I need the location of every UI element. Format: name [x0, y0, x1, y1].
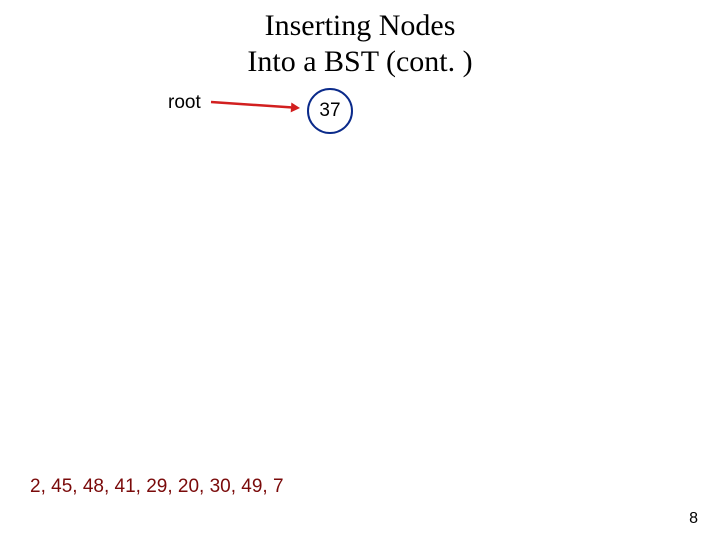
slide-title-line1: Inserting Nodes [0, 8, 720, 44]
slide-title-line2: Into a BST (cont. ) [0, 44, 720, 80]
tree-node-root: 37 [307, 88, 353, 134]
root-label: root [168, 92, 201, 114]
page-number: 8 [689, 510, 698, 528]
insert-sequence: 2, 45, 48, 41, 29, 20, 30, 49, 7 [30, 476, 284, 498]
root-arrow [200, 91, 311, 119]
slide-title: Inserting Nodes Into a BST (cont. ) [0, 8, 720, 80]
tree-node-value: 37 [319, 100, 340, 122]
